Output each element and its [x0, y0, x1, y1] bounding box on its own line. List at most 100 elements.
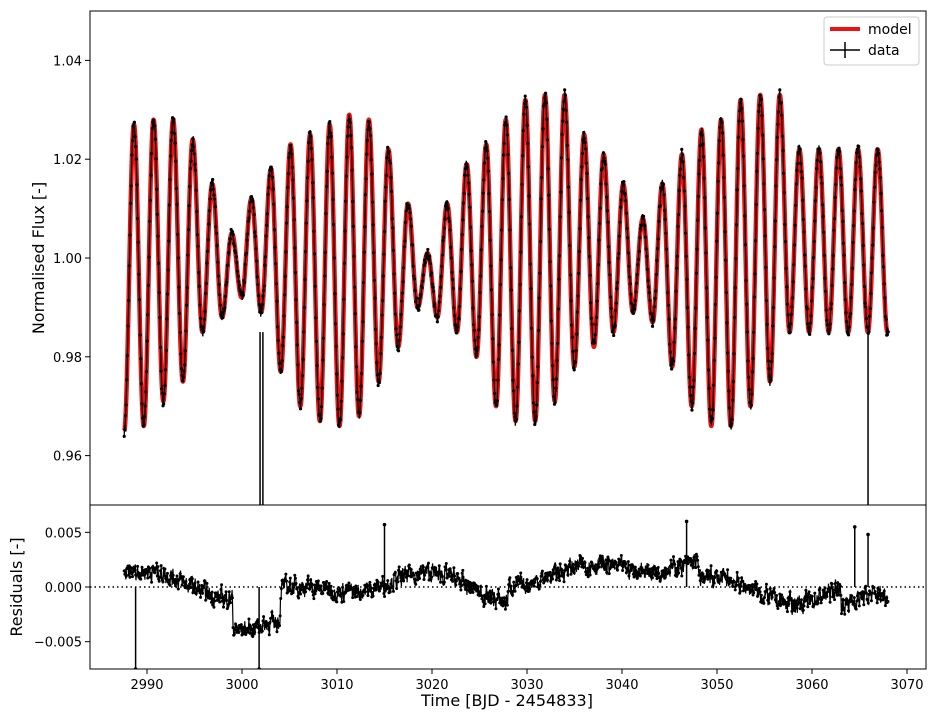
flux-y-tick-label: 1.04	[53, 54, 82, 69]
data-point	[580, 165, 584, 169]
data-point	[145, 339, 149, 343]
data-point	[598, 221, 602, 226]
data-point	[496, 378, 500, 382]
residual-point	[139, 577, 143, 581]
data-point	[381, 274, 385, 278]
data-point	[533, 422, 537, 427]
residual-point	[461, 568, 465, 572]
data-point	[842, 253, 846, 257]
data-point	[706, 368, 711, 372]
data-point	[155, 187, 159, 192]
data-point	[332, 256, 336, 260]
data-point	[693, 326, 697, 331]
data-point	[311, 181, 315, 185]
data-point	[372, 278, 376, 282]
residual-point	[391, 585, 395, 589]
data-point	[123, 414, 128, 418]
residual-point	[596, 562, 600, 566]
residual-point	[779, 596, 783, 600]
data-point	[393, 291, 397, 295]
data-point	[441, 238, 445, 243]
data-point	[554, 377, 558, 381]
data-point	[662, 193, 666, 197]
residual-point	[621, 569, 625, 573]
data-point	[638, 235, 642, 240]
data-point	[815, 158, 819, 162]
data-point	[319, 417, 323, 421]
residual-point	[306, 578, 310, 582]
residual-point	[672, 555, 675, 559]
data-point	[198, 316, 203, 320]
residual-point	[345, 583, 349, 587]
data-point	[727, 406, 732, 410]
data-point	[156, 261, 161, 266]
residual-point	[764, 582, 768, 586]
data-point	[272, 202, 276, 206]
data-point	[374, 342, 378, 346]
data-point	[134, 144, 138, 149]
data-point	[852, 209, 856, 213]
data-point	[570, 335, 574, 339]
data-point	[323, 250, 327, 255]
residual-point	[539, 574, 543, 578]
data-point	[853, 178, 858, 182]
residual-point	[471, 590, 475, 594]
residual-point	[433, 566, 437, 570]
residual-point	[680, 574, 684, 578]
data-point	[496, 357, 501, 362]
data-point	[599, 182, 603, 186]
data-point	[794, 182, 798, 186]
residual-point	[670, 565, 674, 569]
data-point	[304, 221, 308, 225]
residual-point	[860, 596, 864, 600]
residual-point	[470, 587, 474, 591]
residual-point	[248, 623, 252, 627]
data-point	[612, 333, 616, 338]
residual-point	[752, 591, 756, 595]
data-point	[371, 223, 375, 227]
data-point	[259, 307, 263, 311]
residual-point	[519, 579, 523, 583]
data-point	[800, 176, 804, 180]
data-point	[557, 254, 562, 258]
residual-point	[864, 584, 868, 588]
data-point	[204, 281, 208, 286]
data-point	[381, 299, 385, 303]
data-point	[802, 230, 806, 234]
data-point	[351, 224, 355, 228]
data-point	[621, 183, 625, 187]
residual-point	[649, 570, 653, 574]
data-point	[344, 199, 348, 203]
residual-point	[391, 589, 395, 593]
residual-point	[558, 579, 562, 583]
data-point	[382, 252, 386, 256]
residual-point	[553, 563, 557, 567]
data-point	[721, 153, 725, 157]
data-point	[510, 327, 514, 331]
residual-point	[148, 575, 152, 579]
data-point	[864, 305, 868, 309]
data-point	[756, 126, 760, 130]
data-point	[774, 184, 778, 188]
data-point	[766, 359, 770, 363]
residual-point	[230, 596, 234, 600]
residual-point	[787, 602, 791, 606]
data-point	[512, 389, 516, 393]
data-point	[752, 330, 756, 334]
residual-point	[629, 568, 633, 572]
data-point	[479, 274, 483, 278]
data-point	[220, 311, 224, 315]
residual-point	[412, 573, 416, 577]
residual-point	[799, 601, 803, 605]
data-point	[719, 117, 723, 121]
data-point	[157, 290, 161, 295]
residual-point	[416, 570, 420, 574]
data-point	[407, 203, 411, 208]
data-point	[643, 224, 647, 228]
data-point	[661, 186, 665, 191]
residual-point	[276, 619, 280, 623]
x-tick-label: 3030	[510, 678, 543, 693]
data-point	[475, 349, 479, 353]
data-point	[280, 359, 284, 363]
data-point	[825, 318, 829, 322]
